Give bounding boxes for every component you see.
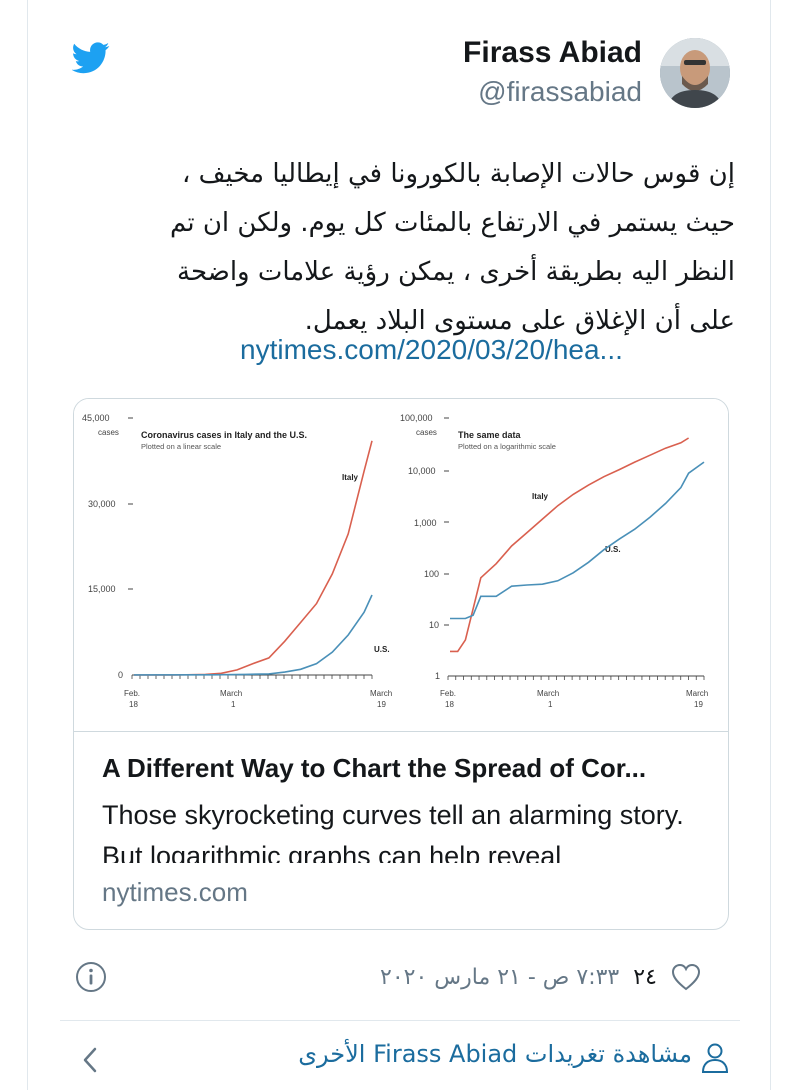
timeline-edge-right: [770, 0, 771, 1090]
timeline-edge-left: [27, 0, 28, 1090]
x-tick-label: Feb.: [124, 689, 140, 698]
person-icon: [701, 1043, 729, 1073]
author-handle[interactable]: @firassabiad: [478, 76, 642, 107]
log-chart: 100,000 cases 10,000 1,000 100 10 1 The …: [400, 413, 708, 709]
card-domain: nytimes.com: [102, 877, 248, 907]
chart-subtitle: Plotted on a logarithmic scale: [458, 442, 556, 451]
avatar[interactable]: [660, 38, 730, 108]
linear-chart: 45,000 cases 30,000 15,000 0 Coronavirus…: [82, 413, 392, 709]
charts-svg: 45,000 cases 30,000 15,000 0 Coronavirus…: [82, 413, 708, 709]
author-name[interactable]: Firass Abiad: [463, 36, 642, 69]
y-tick-label: 10,000: [408, 466, 436, 476]
card-image: 45,000 cases 30,000 15,000 0 Coronavirus…: [74, 399, 728, 731]
chevron-left-icon[interactable]: [80, 1046, 100, 1074]
tweet-line: إن قوس حالات الإصابة بالكورونا في إيطالي…: [181, 159, 735, 189]
y-tick-label: 30,000: [88, 499, 116, 509]
x-tick-label: 19: [377, 700, 386, 709]
tweet-line: على أن الإغلاق على مستوى البلاد يعمل.: [304, 306, 735, 336]
timestamp[interactable]: ٧:٣٣ ص - ٢١ مارس ٢٠٢٠: [380, 964, 620, 990]
x-tick-label: 1: [231, 700, 236, 709]
series-label-italy: Italy: [342, 473, 359, 482]
y-tick-label: 15,000: [88, 584, 116, 594]
author-block[interactable]: Firass Abiad @firassabiad: [463, 34, 642, 110]
card-description: Those skyrocketing curves tell an alarmi…: [102, 800, 684, 863]
x-tick-label: 18: [445, 700, 454, 709]
card-title[interactable]: A Different Way to Chart the Spread of C…: [102, 753, 647, 783]
x-tick-label: 1: [548, 700, 553, 709]
y-unit-label: cases: [416, 428, 437, 437]
series-label-italy: Italy: [532, 492, 549, 501]
x-tick-label: Feb.: [440, 689, 456, 698]
chart-title: Coronavirus cases in Italy and the U.S.: [141, 430, 307, 440]
y-tick-label: 100: [424, 569, 439, 579]
x-tick-label: March: [537, 689, 559, 698]
series-line-italy: [450, 437, 690, 653]
like-count[interactable]: ٢٤: [633, 964, 657, 990]
x-axis-ticks: [131, 675, 373, 679]
series-line-us: [133, 594, 373, 676]
series-label-us: U.S.: [374, 645, 390, 654]
chart-title: The same data: [458, 430, 522, 440]
y-tick-label: 10: [429, 620, 439, 630]
x-tick-label: March: [370, 689, 392, 698]
link-card[interactable]: 45,000 cases 30,000 15,000 0 Coronavirus…: [73, 398, 729, 930]
y-tick-label: 1,000: [414, 518, 437, 528]
divider: [60, 1020, 740, 1021]
y-tick-label: 0: [118, 670, 123, 680]
y-tick-label: 100,000: [400, 413, 433, 423]
series-line-us: [450, 461, 705, 620]
tweet-line: النظر اليه بطريقة أخرى ، يمكن رؤية علاما…: [177, 257, 735, 287]
x-tick-label: 18: [129, 700, 138, 709]
y-tick-label: 1: [435, 671, 440, 681]
heart-icon[interactable]: [671, 963, 701, 991]
x-tick-label: 19: [694, 700, 703, 709]
chart-subtitle: Plotted on a linear scale: [141, 442, 221, 451]
tweet-text: إن قوس حالات الإصابة بالكورونا في إيطالي…: [90, 150, 735, 346]
x-tick-label: March: [686, 689, 708, 698]
y-unit-label: cases: [98, 428, 119, 437]
avatar-image: [660, 38, 730, 108]
series-line-italy: [134, 440, 373, 676]
view-more-tweets-link[interactable]: مشاهدة تغريدات Firass Abiad الأخرى: [298, 1040, 692, 1068]
twitter-bird-icon[interactable]: [72, 42, 110, 74]
y-tick-label: 45,000: [82, 413, 110, 423]
tweet-link[interactable]: nytimes.com/2020/03/20/hea...: [240, 334, 623, 365]
x-axis-ticks: [447, 676, 705, 680]
x-tick-label: March: [220, 689, 242, 698]
info-icon[interactable]: [75, 961, 107, 993]
tweet-meta: ٢٤ ٧:٣٣ ص - ٢١ مارس ٢٠٢٠: [380, 960, 701, 994]
tweet-line: حيث يستمر في الارتفاع بالمئات كل يوم. ول…: [170, 208, 735, 238]
card-separator: [74, 731, 728, 732]
series-label-us: U.S.: [605, 545, 621, 554]
